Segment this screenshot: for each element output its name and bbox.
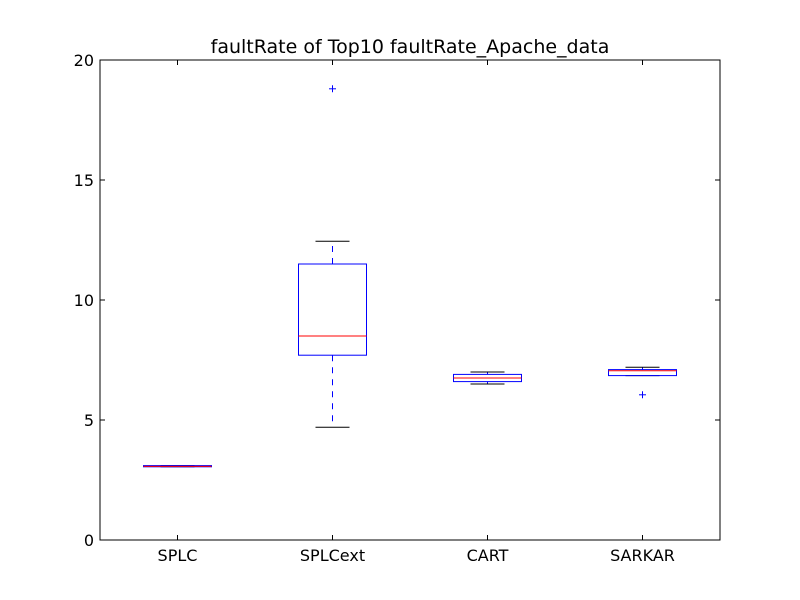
x-tick-label-cart: CART [467, 546, 509, 565]
plot-frame [99, 59, 721, 541]
box-sarkar [608, 369, 677, 377]
y-tick-label-10: 10 [74, 291, 94, 310]
y-tick-label-5: 5 [84, 411, 94, 430]
x-tick-label-sarkar: SARKAR [610, 546, 675, 565]
axis-ticks: SPLC SPLCext CART SARKAR 0 5 10 15 20 [74, 51, 720, 565]
y-tick-label-0: 0 [84, 531, 94, 550]
chart-title: faultRate of Top10 faultRate_Apache_data [211, 36, 610, 58]
y-tick-label-20: 20 [74, 51, 94, 70]
y-tick-label-15: 15 [74, 171, 94, 190]
outlier-splcext-0 [329, 85, 336, 93]
x-tick-label-splc: SPLC [158, 546, 198, 565]
plot-marks [143, 85, 677, 468]
box-splcext [298, 263, 367, 356]
x-tick-label-splcext: SPLCext [300, 546, 365, 565]
outlier-sarkar-0 [639, 391, 646, 399]
